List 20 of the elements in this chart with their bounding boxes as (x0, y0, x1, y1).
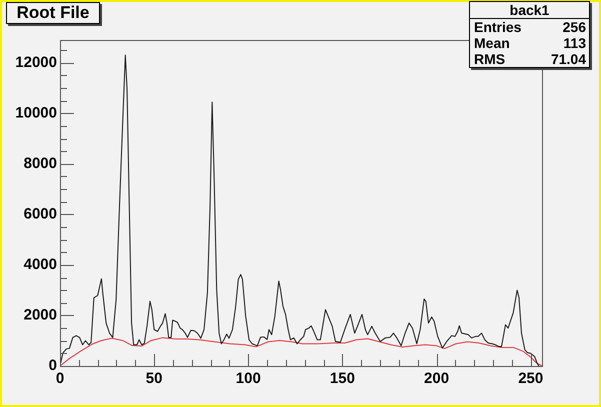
x-tick-label: 200 (424, 370, 450, 388)
text: 71.04 (550, 51, 586, 67)
y-tick-label: 4000 (24, 256, 57, 274)
y-tick-label: 0 (48, 357, 57, 374)
annotation: Mean (474, 35, 510, 51)
x-tick-label: 150 (330, 370, 355, 388)
x-tick-label: 100 (236, 370, 261, 388)
text: 256 (562, 19, 586, 35)
y-tick-label: 2000 (24, 306, 57, 324)
x-tick-label: 250 (518, 370, 544, 388)
chart-title: Root File (6, 2, 100, 24)
annotation: RMS (474, 51, 506, 67)
y-tick-label: 6000 (24, 206, 57, 223)
text: back1 (470, 2, 589, 19)
y-tick-label: 8000 (24, 154, 57, 172)
text: 113 (563, 35, 586, 51)
y-tick-label: 10000 (15, 104, 57, 122)
y-tick-label: 12000 (15, 54, 57, 71)
text: Entries (474, 19, 522, 35)
x-tick-label: 50 (146, 370, 162, 388)
